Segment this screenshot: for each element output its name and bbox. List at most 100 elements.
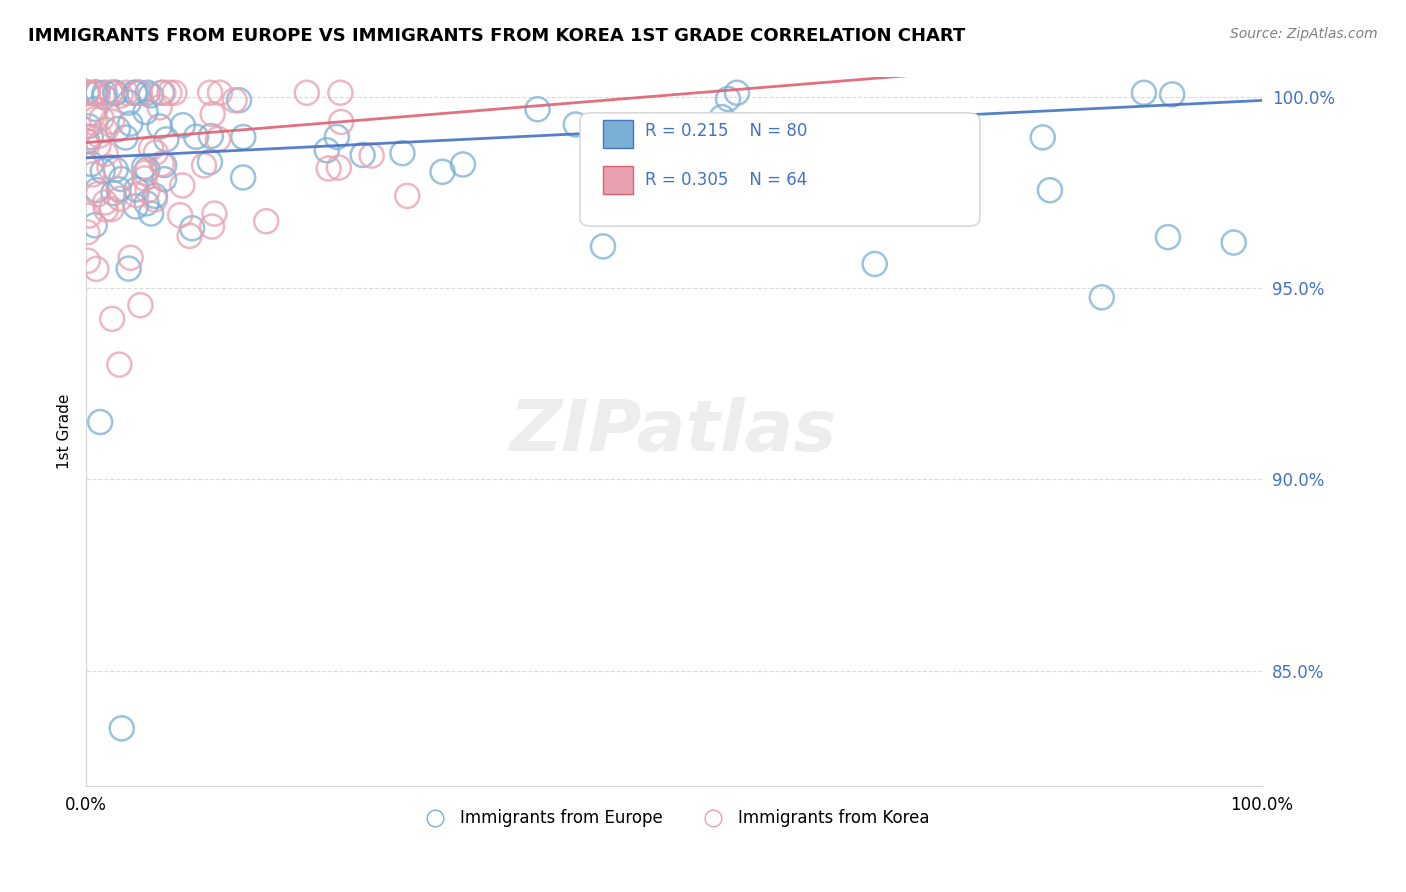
Point: [136, 86, 159, 100]
Point: [82, 168, 104, 182]
Point: [135, 104, 157, 119]
Text: R = 0.305    N = 64: R = 0.305 N = 64: [645, 171, 807, 189]
Point: [186, 129, 208, 144]
Point: [153, 158, 176, 172]
Point: [565, 118, 588, 132]
Point: [136, 184, 159, 198]
Point: [169, 208, 191, 222]
Point: [254, 214, 277, 228]
Point: [717, 92, 740, 106]
Point: [136, 162, 159, 177]
Point: [93, 86, 115, 100]
Y-axis label: 1st Grade: 1st Grade: [58, 394, 72, 469]
Point: [86, 86, 108, 100]
Point: [118, 95, 141, 110]
Point: [107, 122, 129, 136]
Point: [155, 132, 177, 146]
Point: [86, 261, 108, 276]
Point: [104, 162, 127, 177]
Point: [90, 112, 112, 126]
Point: [526, 102, 548, 116]
Point: [800, 153, 823, 167]
Point: [110, 88, 132, 103]
Point: [201, 107, 224, 121]
Point: [139, 206, 162, 220]
Point: [77, 119, 100, 133]
Point: [1133, 86, 1156, 100]
Point: [125, 182, 148, 196]
Point: [128, 86, 150, 100]
Point: [948, 124, 970, 138]
Text: ZIPatlas: ZIPatlas: [510, 397, 838, 467]
Point: [76, 86, 98, 100]
Point: [391, 146, 413, 161]
Point: [232, 170, 254, 185]
Point: [172, 178, 194, 193]
Point: [111, 722, 134, 736]
Point: [124, 86, 146, 100]
Point: [76, 86, 98, 100]
Point: [360, 148, 382, 162]
Point: [396, 189, 419, 203]
Point: [315, 143, 337, 157]
Point: [329, 86, 352, 100]
Point: [1161, 87, 1184, 102]
Point: [1039, 183, 1062, 197]
Point: [318, 161, 340, 176]
Point: [87, 128, 110, 143]
Bar: [603, 120, 633, 148]
Point: [120, 251, 142, 265]
Point: [134, 160, 156, 174]
Point: [94, 202, 117, 217]
Point: [110, 172, 132, 186]
Point: [115, 86, 138, 100]
Point: [101, 114, 124, 128]
Point: [710, 110, 733, 124]
Text: R = 0.215    N = 80: R = 0.215 N = 80: [645, 121, 807, 139]
Point: [201, 219, 224, 234]
Point: [76, 86, 98, 100]
Point: [77, 209, 100, 223]
Point: [150, 157, 173, 171]
Point: [139, 141, 162, 155]
Point: [100, 86, 122, 100]
Point: [794, 167, 817, 181]
Point: [295, 86, 318, 100]
Point: [82, 86, 104, 100]
Point: [1091, 290, 1114, 304]
Bar: [603, 166, 633, 194]
Point: [134, 166, 156, 180]
Point: [94, 123, 117, 137]
FancyBboxPatch shape: [581, 113, 980, 227]
Point: [1222, 235, 1244, 250]
Point: [139, 88, 162, 103]
Point: [118, 261, 141, 276]
Point: [920, 190, 942, 204]
Point: [149, 100, 172, 114]
Point: [125, 199, 148, 213]
Point: [200, 129, 222, 144]
Legend: Immigrants from Europe, Immigrants from Korea: Immigrants from Europe, Immigrants from …: [412, 803, 936, 834]
Point: [86, 86, 108, 100]
Point: [80, 130, 103, 145]
Point: [207, 132, 229, 146]
Point: [863, 257, 886, 271]
Point: [120, 117, 142, 131]
Point: [163, 86, 186, 100]
Point: [1157, 230, 1180, 244]
Point: [100, 202, 122, 216]
Text: Source: ZipAtlas.com: Source: ZipAtlas.com: [1230, 27, 1378, 41]
Point: [328, 161, 350, 175]
Point: [86, 183, 108, 197]
Point: [352, 148, 374, 162]
Point: [717, 196, 740, 211]
Point: [129, 298, 152, 312]
Point: [152, 86, 174, 100]
Point: [108, 358, 131, 372]
Point: [143, 193, 166, 207]
Point: [80, 157, 103, 171]
Point: [451, 157, 474, 171]
Point: [94, 195, 117, 210]
Point: [91, 164, 114, 178]
Point: [93, 90, 115, 104]
